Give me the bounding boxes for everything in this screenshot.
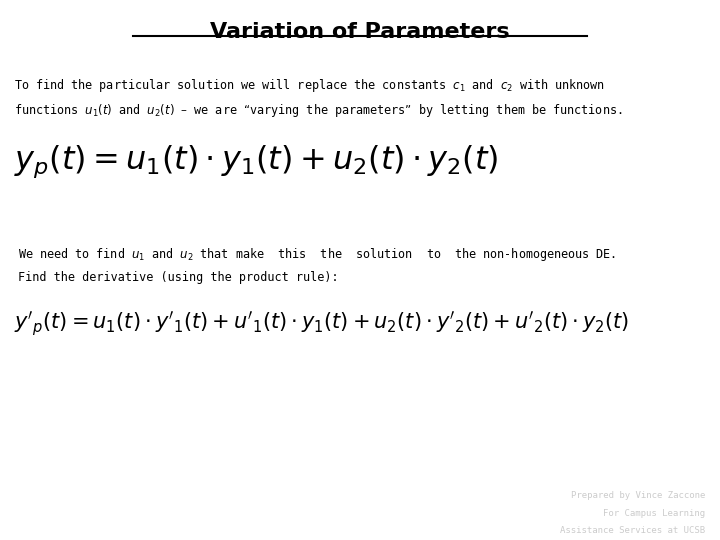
Text: Find the derivative (using the product rule):: Find the derivative (using the product r… bbox=[18, 271, 338, 284]
Text: We need to find $u_1$ and $u_2$ that make  this  the  solution  to  the non-homo: We need to find $u_1$ and $u_2$ that mak… bbox=[18, 246, 616, 262]
Text: functions $u_1(t)$ and $u_2(t)$ – we are “varying the parameters” by letting the: functions $u_1(t)$ and $u_2(t)$ – we are… bbox=[14, 102, 623, 118]
Text: Prepared by Vince Zaccone: Prepared by Vince Zaccone bbox=[571, 491, 706, 501]
Text: $y_p(t) = u_1(t) \cdot y_1(t) + u_2(t) \cdot y_2(t)$: $y_p(t) = u_1(t) \cdot y_1(t) + u_2(t) \… bbox=[14, 143, 499, 180]
Text: For Campus Learning: For Campus Learning bbox=[603, 509, 706, 518]
Text: Assistance Services at UCSB: Assistance Services at UCSB bbox=[560, 526, 706, 535]
Text: Variation of Parameters: Variation of Parameters bbox=[210, 22, 510, 42]
Text: $y'_p(t) = u_1(t) \cdot y'_1(t) + u'_1(t) \cdot y_1(t) + u_2(t) \cdot y'_2(t) + : $y'_p(t) = u_1(t) \cdot y'_1(t) + u'_1(t… bbox=[14, 309, 630, 338]
Text: To find the particular solution we will replace the constants $c_1$ and $c_2$ wi: To find the particular solution we will … bbox=[14, 77, 606, 93]
